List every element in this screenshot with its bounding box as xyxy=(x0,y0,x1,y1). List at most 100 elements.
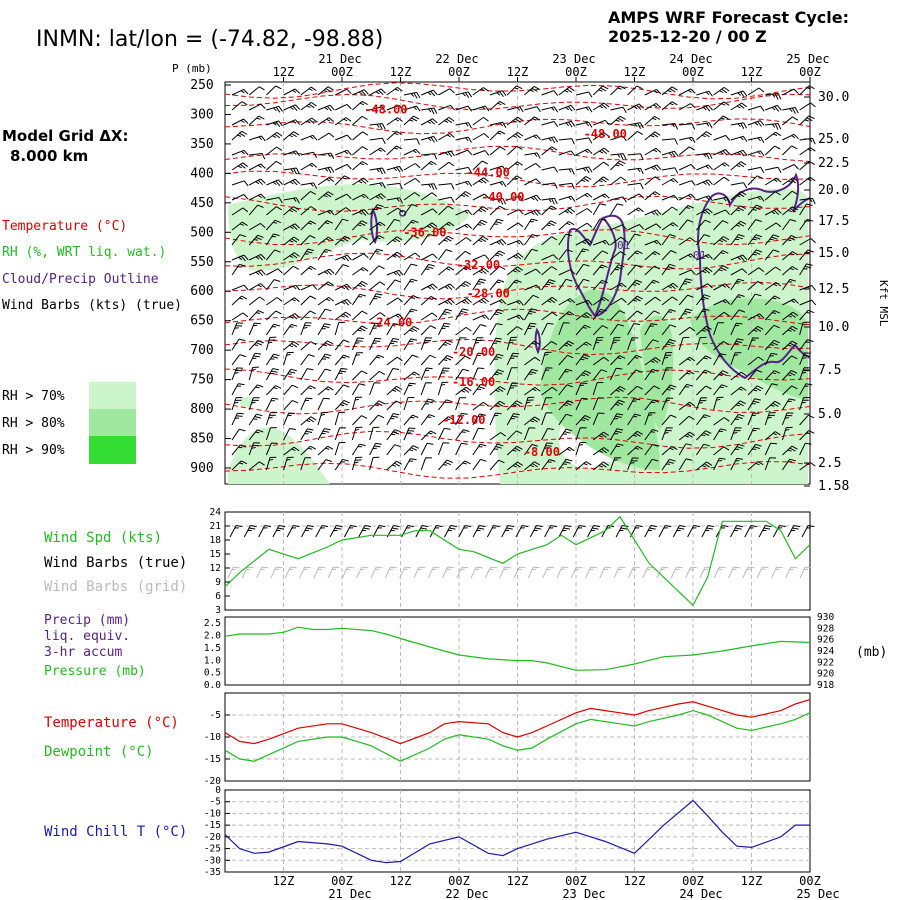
wind-barb xyxy=(489,412,502,426)
wind-barb xyxy=(489,250,506,261)
temperature-label: -48.00 xyxy=(364,102,407,116)
wind-barb xyxy=(455,105,473,112)
wind-chill-tick-label: -20 xyxy=(204,832,221,843)
wind-barb xyxy=(438,196,455,204)
top-hour-label: 12Z xyxy=(741,65,763,79)
wind-barb xyxy=(541,106,559,113)
wind-barb xyxy=(386,86,403,96)
true-wind-barb xyxy=(358,525,372,538)
wind-barb xyxy=(627,323,641,336)
grid-wind-barb xyxy=(227,566,240,579)
wind-barb xyxy=(799,397,810,411)
wind-barb xyxy=(403,308,418,321)
rh80-swatch xyxy=(89,409,136,436)
wind-barb xyxy=(713,283,730,291)
wind-barb xyxy=(472,254,490,261)
wind-barb xyxy=(661,427,673,441)
wind-barb xyxy=(541,136,559,144)
wind-barb xyxy=(541,254,559,261)
wind-barb xyxy=(248,310,265,321)
wind-barb xyxy=(523,308,538,321)
wind-barb xyxy=(644,385,660,396)
grid-wind-barb xyxy=(627,566,640,579)
wind-barb xyxy=(248,339,264,351)
station-title: INMN: lat/lon = (-74.82, -98.88) xyxy=(36,27,383,52)
wind-barb xyxy=(283,428,296,441)
kft-tick-label: 30.0 xyxy=(818,90,849,105)
grid-wind-barb xyxy=(613,566,626,579)
pressure-tick-label: 500 xyxy=(190,225,213,240)
wind-barb xyxy=(300,416,317,426)
wind-barb xyxy=(438,88,455,96)
wind-barb xyxy=(747,461,764,471)
grid-wind-barb xyxy=(413,566,426,579)
grid-wind-barb xyxy=(556,566,569,579)
wind-barb xyxy=(592,102,610,111)
true-wind-barb xyxy=(687,525,700,538)
wind-barb xyxy=(541,236,558,246)
bottom-hour-label: 12Z xyxy=(273,874,295,888)
wind-barb xyxy=(300,428,314,441)
wind-barb xyxy=(403,105,421,112)
wind-barb xyxy=(610,282,627,291)
grid-wind-barb xyxy=(470,566,483,579)
wind-barb xyxy=(747,166,765,174)
wind-barb xyxy=(231,295,248,306)
wind-barb xyxy=(610,224,627,231)
wind-barb xyxy=(248,322,261,336)
wind-barb xyxy=(472,413,486,426)
wind-barb xyxy=(558,311,575,321)
wind-barb xyxy=(747,412,760,426)
wind-barb xyxy=(713,236,730,246)
wind-barb xyxy=(644,444,659,456)
temperature-label: -24.00 xyxy=(369,316,412,330)
wind-barb xyxy=(592,397,605,411)
wind-barb xyxy=(524,152,541,159)
wind-barb xyxy=(524,134,541,141)
wind-barb xyxy=(506,175,523,186)
wind-barb xyxy=(231,221,248,231)
wind-barb xyxy=(661,445,678,456)
wind-barb xyxy=(317,209,335,216)
kft-tick-label: 15.0 xyxy=(818,246,849,261)
pressure-legend: Pressure (mb) xyxy=(44,664,146,679)
wind-barb xyxy=(627,207,644,216)
wind-barb xyxy=(265,397,279,411)
wind-barb xyxy=(438,399,453,411)
grid-wind-barb xyxy=(384,566,397,579)
wind-barb xyxy=(644,323,658,336)
wind-barb xyxy=(524,209,541,216)
wind-barb xyxy=(403,382,416,396)
wind-barb xyxy=(730,182,748,189)
pressure-tick-label: 300 xyxy=(190,107,213,122)
wind-barb xyxy=(317,368,332,381)
wind-barb xyxy=(661,458,676,471)
wind-barb xyxy=(352,89,369,96)
wind-barb xyxy=(730,234,745,246)
wind-barb xyxy=(730,278,745,291)
pressure-tick-label: 850 xyxy=(190,432,213,447)
wind-barb xyxy=(489,353,504,366)
temperature-contour xyxy=(224,308,811,326)
wind-barb xyxy=(231,207,249,216)
bottom-date-label: 21 Dec xyxy=(328,887,371,900)
true-wind-barb xyxy=(587,525,600,538)
wind-barb xyxy=(472,297,490,306)
true-wind-barb xyxy=(744,525,758,538)
temperature-label: -16.00 xyxy=(452,375,495,389)
wind-barb xyxy=(575,354,590,366)
wind-barb xyxy=(369,147,386,156)
wind-barb xyxy=(507,106,524,113)
wind-barb xyxy=(489,299,507,306)
grid-wind-barb xyxy=(527,566,540,579)
wind-barb xyxy=(317,353,332,366)
temperature-labels: -48.00 -48.00 -44.00 -40.00 -36.00 -32.00 -28.… xyxy=(364,102,627,459)
wind-barb xyxy=(506,209,524,216)
wind-barb xyxy=(266,105,283,113)
wind-barb xyxy=(764,266,781,276)
wind-barb xyxy=(386,104,404,111)
wind-barb xyxy=(266,268,283,276)
wind-barb xyxy=(351,383,366,396)
wind-barb xyxy=(506,400,523,411)
wind-barb xyxy=(782,145,798,156)
